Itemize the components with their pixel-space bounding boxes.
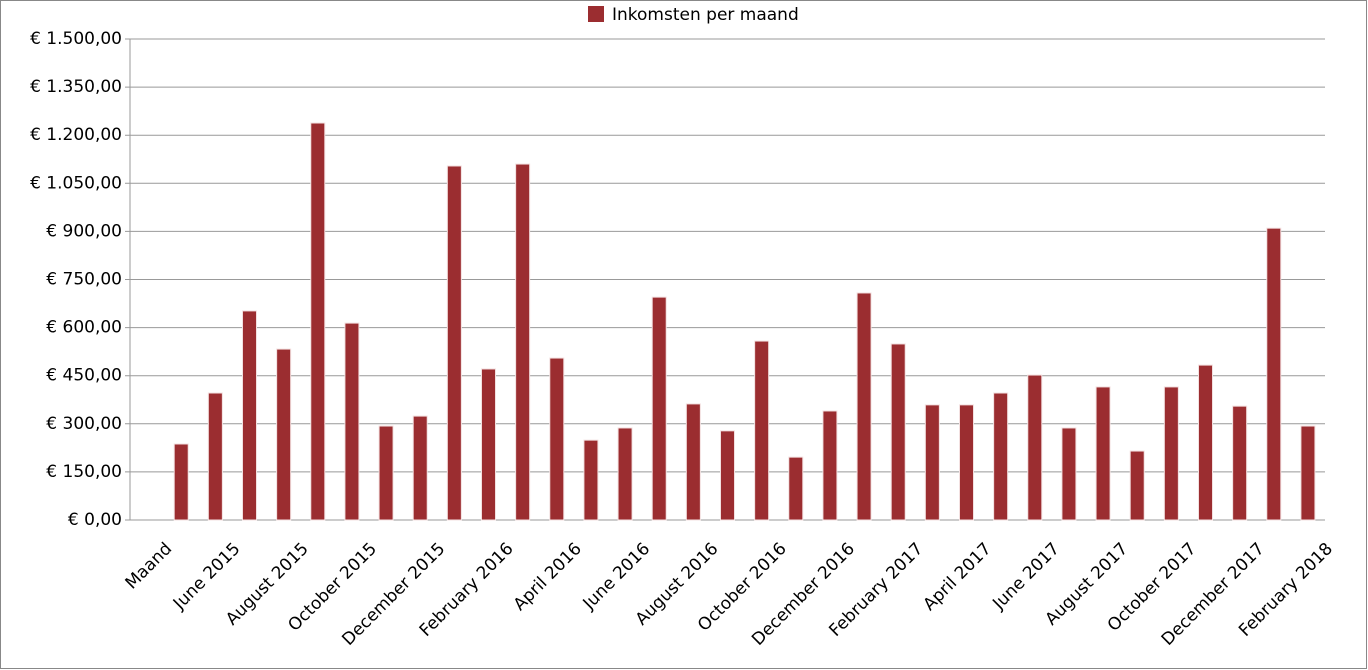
bar (651, 296, 667, 521)
bar (310, 122, 326, 521)
bar (924, 404, 940, 521)
y-tick-label: € 1.500,00 (30, 29, 122, 49)
bar (242, 310, 257, 521)
bar (788, 456, 804, 521)
bar (1163, 386, 1179, 521)
legend-swatch (588, 6, 604, 22)
y-tick-label: € 150,00 (46, 462, 122, 482)
bar (890, 343, 906, 521)
y-tick-label: € 0,00 (68, 510, 122, 530)
bar (515, 163, 531, 521)
legend-label: Inkomsten per maand (612, 5, 799, 25)
bar (173, 443, 189, 521)
bar (822, 410, 838, 521)
y-tick-label: € 450,00 (46, 366, 122, 386)
bar (549, 357, 565, 521)
y-tick-label: € 600,00 (46, 318, 122, 338)
bar (685, 403, 701, 521)
y-tick-label: € 1.200,00 (30, 125, 122, 145)
bar (1232, 405, 1248, 521)
bar (207, 392, 223, 521)
y-tick-label: € 1.050,00 (30, 173, 122, 193)
bar (1061, 427, 1077, 521)
bar (583, 439, 599, 521)
bar (993, 392, 1009, 521)
bar (1129, 450, 1145, 521)
bar (276, 348, 292, 521)
y-tick-label: € 750,00 (46, 270, 122, 290)
y-tick-label: € 900,00 (46, 221, 122, 241)
bar (412, 415, 428, 521)
bar (344, 322, 360, 521)
bar (446, 165, 462, 521)
bar (720, 430, 735, 521)
bar (856, 292, 872, 521)
bar (378, 425, 394, 521)
bar (617, 427, 633, 521)
bar (1266, 227, 1282, 521)
bar (1198, 364, 1213, 521)
bar (754, 340, 770, 521)
y-tick-label: € 1.350,00 (30, 77, 122, 97)
bar (1095, 386, 1111, 521)
bar (1300, 425, 1316, 521)
bar (1027, 374, 1043, 521)
bar (481, 368, 496, 521)
bar (959, 404, 974, 521)
y-tick-label: € 300,00 (46, 414, 122, 434)
